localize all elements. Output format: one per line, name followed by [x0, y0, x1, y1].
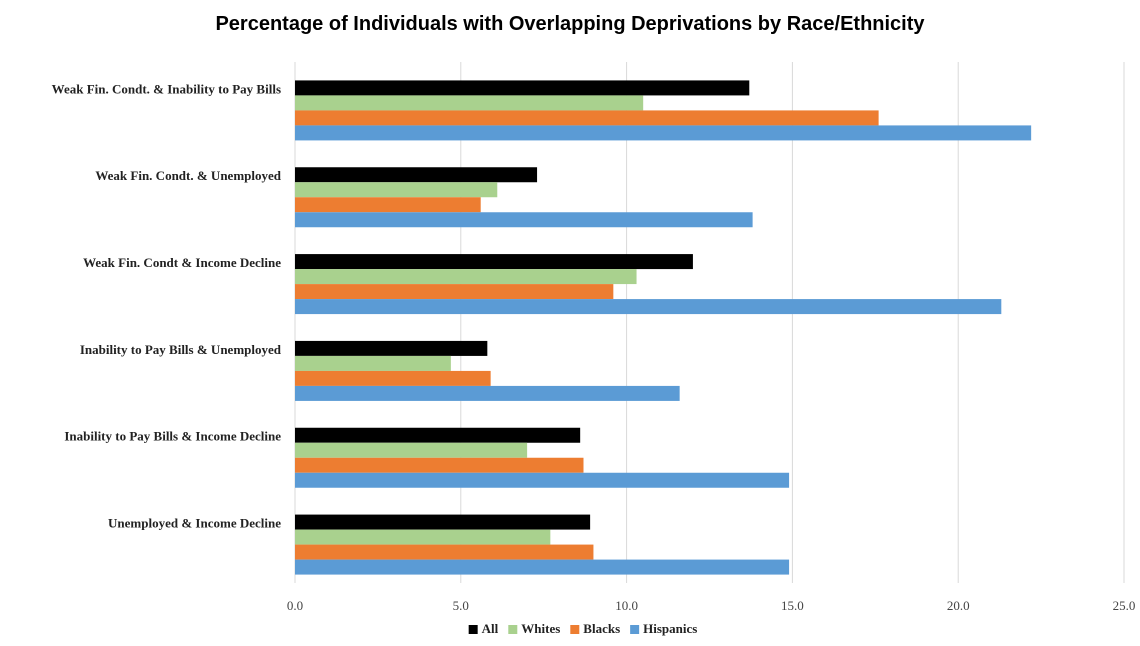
bar-blacks-6 [295, 544, 594, 560]
bar-all-2 [295, 167, 538, 183]
bar-blacks-5 [295, 457, 584, 473]
bar-hispanics-1 [295, 125, 1032, 141]
bar-hispanics-6 [295, 559, 790, 575]
bar-whites-1 [295, 95, 644, 111]
category-label: Inability to Pay Bills & Unemployed [80, 342, 282, 357]
x-tick-label: 25.0 [1113, 598, 1136, 613]
bar-hispanics-5 [295, 472, 790, 488]
bars [295, 80, 1032, 575]
category-label: Weak Fin. Condt. & Unemployed [95, 168, 281, 183]
bar-hispanics-2 [295, 212, 753, 228]
x-tick-label: 0.0 [287, 598, 303, 613]
bar-all-6 [295, 514, 591, 530]
bar-blacks-1 [295, 110, 879, 126]
bar-whites-6 [295, 529, 551, 545]
bar-whites-2 [295, 182, 498, 198]
legend-label-all: All [482, 621, 499, 636]
bar-blacks-3 [295, 284, 614, 300]
legend-swatch-whites [508, 625, 518, 634]
x-tick-label: 15.0 [781, 598, 804, 613]
bar-all-1 [295, 80, 750, 96]
category-label: Weak Fin. Condt & Income Decline [83, 255, 281, 270]
x-axis-tick-labels: 0.0 5.0 10.0 15.0 20.0 25.0 [287, 598, 1136, 613]
legend: All Whites Blacks Hispanics [468, 621, 697, 636]
legend-label-blacks: Blacks [583, 621, 620, 636]
bar-all-4 [295, 340, 488, 356]
legend-swatch-all [468, 625, 478, 634]
bar-hispanics-4 [295, 385, 680, 401]
bar-whites-5 [295, 442, 528, 458]
bar-hispanics-3 [295, 299, 1002, 315]
x-tick-label: 10.0 [615, 598, 638, 613]
category-label: Inability to Pay Bills & Income Decline [64, 429, 281, 444]
category-labels: Weak Fin. Condt. & Inability to Pay Bill… [52, 81, 282, 530]
bar-all-5 [295, 427, 581, 443]
x-tick-label: 5.0 [453, 598, 469, 613]
gridlines [294, 62, 1125, 583]
category-label: Unemployed & Income Decline [108, 516, 281, 531]
bar-whites-4 [295, 355, 451, 371]
category-label: Weak Fin. Condt. & Inability to Pay Bill… [52, 81, 281, 96]
bar-all-3 [295, 254, 693, 270]
legend-label-whites: Whites [521, 621, 560, 636]
legend-swatch-hispanics [630, 625, 640, 634]
bar-whites-3 [295, 269, 637, 285]
x-tick-label: 20.0 [947, 598, 970, 613]
legend-swatch-blacks [570, 625, 580, 634]
bar-blacks-2 [295, 197, 481, 213]
chart-title: Percentage of Individuals with Overlappi… [215, 13, 925, 35]
legend-label-hispanics: Hispanics [643, 621, 697, 636]
bar-blacks-4 [295, 370, 491, 386]
